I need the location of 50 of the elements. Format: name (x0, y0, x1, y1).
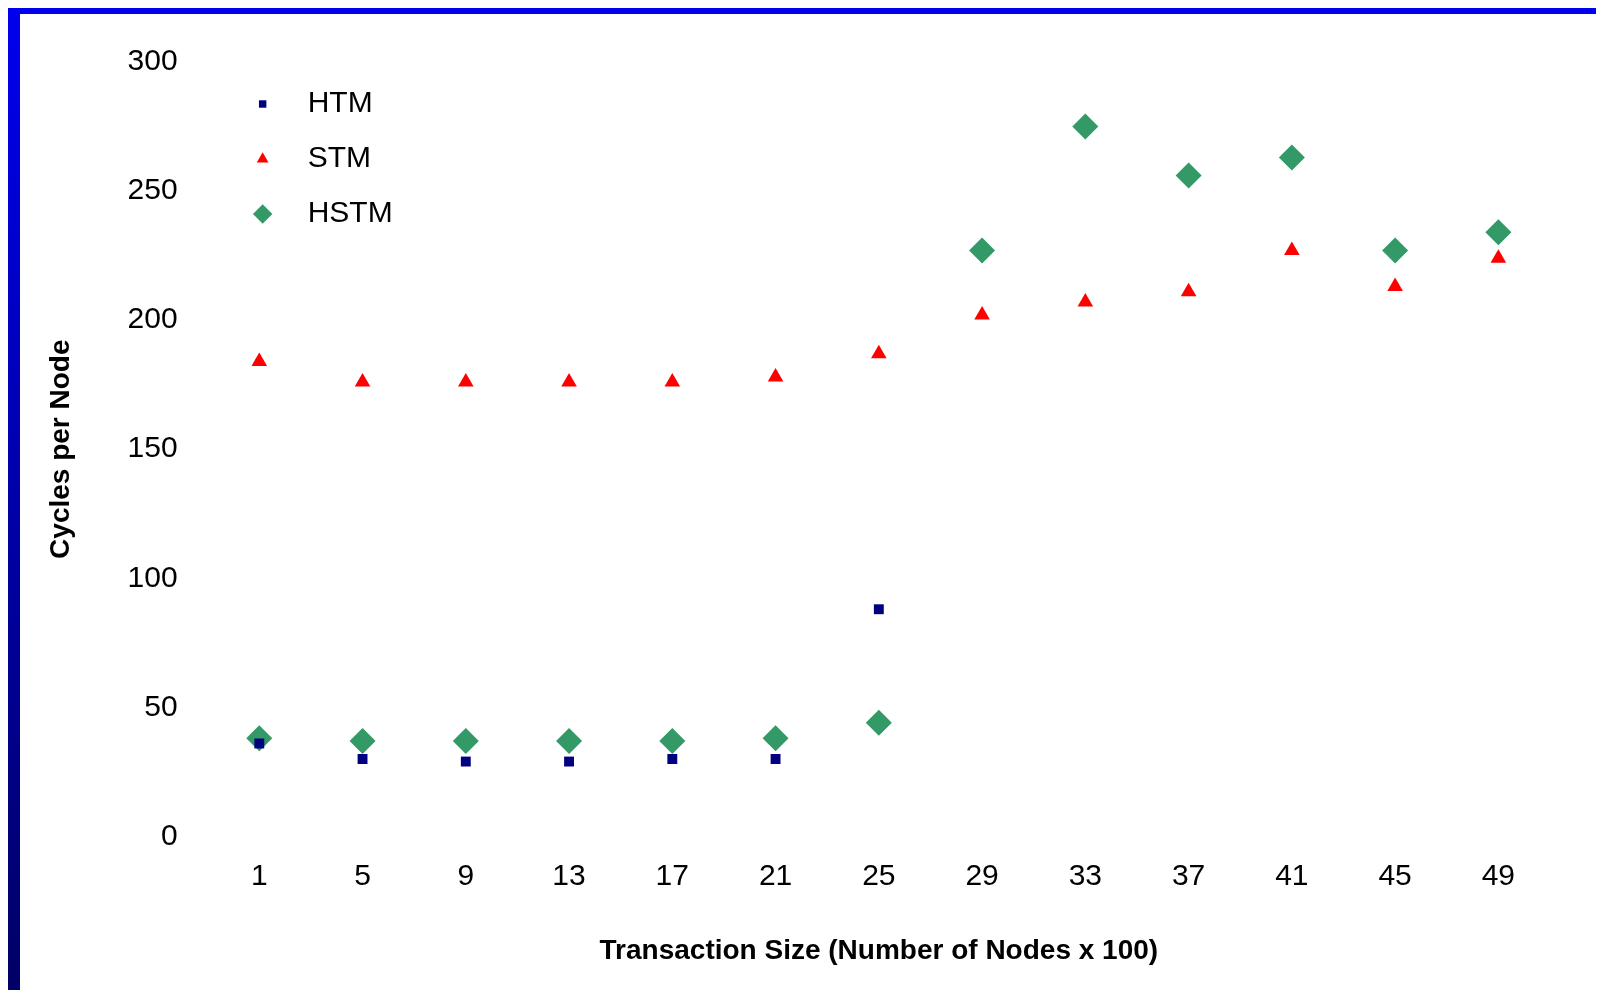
x-tick-label: 21 (758, 857, 793, 891)
x-tick-label: 9 (457, 857, 475, 891)
point (865, 709, 892, 736)
y-tick-label: 100 (127, 559, 178, 593)
point (561, 373, 577, 387)
x-tick-label: 45 (1378, 857, 1412, 891)
x-tick-label: 17 (655, 857, 689, 891)
point (1284, 241, 1300, 255)
x-tick-label: 5 (354, 857, 371, 891)
point (871, 344, 887, 359)
point (564, 756, 574, 767)
point (767, 367, 784, 382)
point (1180, 282, 1197, 297)
point (1387, 277, 1403, 292)
y-axis-title: Cycles per Node (43, 339, 75, 559)
x-tick-label: 41 (1275, 857, 1309, 891)
point (1077, 293, 1094, 307)
x-tick-label: 13 (552, 857, 586, 891)
y-tick-label: 250 (127, 172, 178, 206)
point (349, 727, 376, 754)
point (770, 754, 781, 764)
point (452, 727, 479, 754)
y-tick-label: 200 (127, 301, 178, 335)
point (974, 305, 990, 320)
point (1490, 249, 1507, 263)
legend-label: HTM (307, 85, 373, 119)
point (357, 754, 368, 764)
x-tick-label: 29 (965, 857, 999, 891)
x-tick-label: 1 (250, 857, 268, 891)
point (873, 604, 884, 615)
x-tick-label: 25 (862, 857, 896, 891)
legend-label: HSTM (307, 195, 393, 229)
point (664, 373, 681, 387)
point (458, 373, 474, 387)
x-tick-label: 49 (1481, 857, 1516, 891)
point (460, 756, 471, 767)
x-tick-label: 33 (1068, 857, 1103, 891)
point (251, 352, 268, 366)
point (667, 754, 678, 764)
point (556, 727, 583, 754)
y-tick-label: 50 (144, 688, 178, 722)
y-tick-label: 0 (160, 817, 178, 851)
legend-label: STM (307, 140, 371, 174)
y-tick-label: 150 (127, 430, 178, 464)
y-tick-label: 300 (127, 43, 178, 77)
x-axis-title: Transaction Size (Number of Nodes x 100) (599, 933, 1159, 965)
point (354, 373, 371, 387)
point (659, 727, 686, 754)
point (762, 725, 789, 752)
x-tick-label: 37 (1171, 857, 1206, 891)
